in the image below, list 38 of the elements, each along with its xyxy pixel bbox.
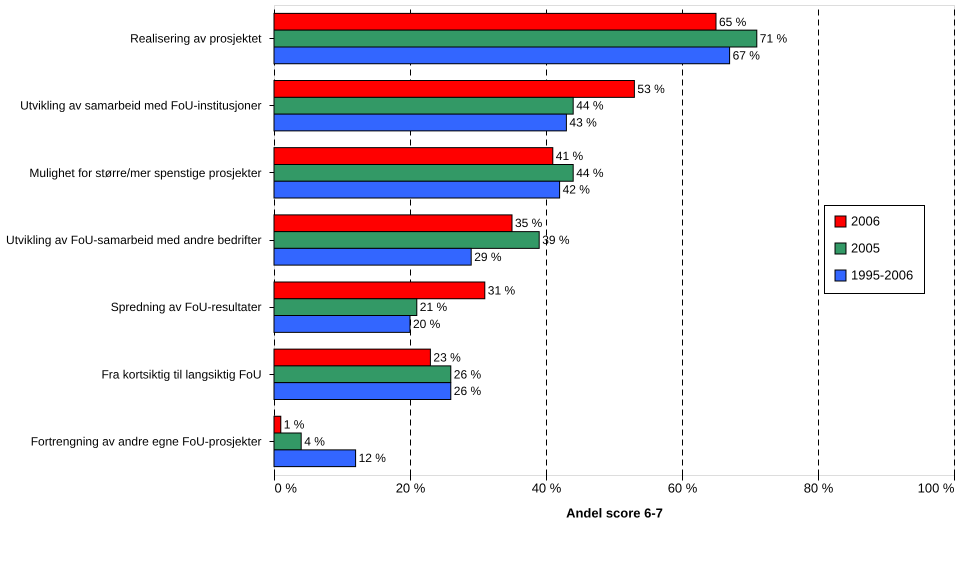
data-label: 44 % [576, 166, 604, 180]
legend-label: 2006 [851, 214, 880, 228]
data-label: 4 % [304, 434, 326, 448]
data-label: 29 % [474, 250, 502, 264]
data-label: 39 % [542, 233, 570, 247]
data-label: 1 % [284, 418, 305, 432]
x-tick-label: 80 % [804, 480, 834, 496]
legend-label: 2005 [851, 240, 880, 256]
data-label: 41 % [556, 149, 584, 164]
x-tick-label: 40 % [532, 480, 562, 496]
x-tick-label: 20 % [396, 480, 426, 496]
y-tick-label: Fra kortsiktig til langsiktig FoU [101, 367, 262, 382]
data-label: 21 % [420, 300, 448, 314]
x-axis-title: Andel score 6-7 [566, 506, 663, 520]
legend-label: 1995-2006 [851, 268, 914, 282]
data-label: 20 % [413, 316, 441, 331]
x-tick-label: 60 % [668, 480, 698, 496]
x-tick-label: 100 % [918, 480, 955, 496]
data-label: 31 % [488, 283, 516, 298]
y-tick-label: Mulighet for større/mer spenstige prosjekter [29, 166, 262, 180]
data-label: 71 % [760, 32, 788, 46]
y-tick-label: Fortrengning av andre egne FoU-prosjekter [30, 434, 262, 448]
data-label: 53 % [637, 82, 666, 96]
x-tick-label: 0 % [274, 480, 298, 496]
data-label: 43 % [569, 116, 598, 130]
data-label: 42 % [562, 182, 590, 197]
y-tick-label: Spredning av FoU-resultater [110, 300, 262, 314]
data-label: 67 % [732, 48, 760, 62]
data-label: 26 % [454, 367, 482, 382]
data-label: 65 % [719, 14, 747, 29]
y-tick-label: Realisering av prosjektet [130, 32, 262, 46]
data-label: 35 % [515, 216, 543, 230]
data-label: 12 % [358, 451, 386, 466]
data-label: 23 % [433, 350, 462, 364]
y-tick-label: Utvikling av FoU-samarbeid med andre bedrifter [6, 233, 262, 247]
y-tick-label: Utvikling av samarbeid med FoU-institusjoner [20, 98, 262, 113]
data-label: 44 % [576, 98, 604, 113]
data-label: 26 % [454, 384, 482, 398]
